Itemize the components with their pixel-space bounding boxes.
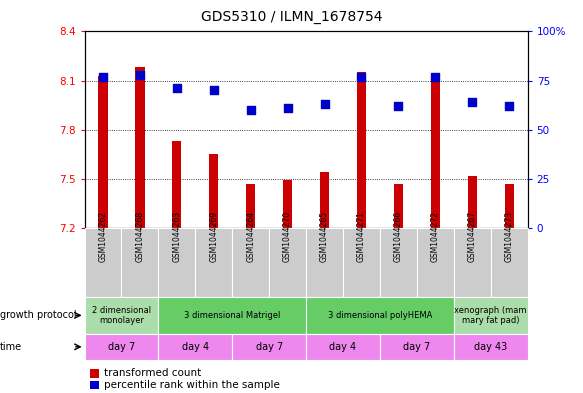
Point: [209, 87, 219, 94]
Point: [99, 73, 108, 80]
Text: GSM1044271: GSM1044271: [357, 211, 366, 263]
Bar: [504, 184, 514, 228]
Text: day 7: day 7: [255, 342, 283, 352]
Bar: [468, 176, 477, 228]
Text: GDS5310 / ILMN_1678754: GDS5310 / ILMN_1678754: [201, 10, 382, 24]
Bar: [209, 154, 219, 228]
Point: [504, 103, 514, 109]
Text: day 4: day 4: [182, 342, 209, 352]
Bar: [283, 180, 292, 228]
Bar: [246, 184, 255, 228]
Point: [357, 73, 366, 80]
Bar: [431, 79, 440, 228]
Bar: [172, 141, 181, 228]
Point: [431, 73, 440, 80]
Text: GSM1044262: GSM1044262: [99, 211, 107, 263]
Point: [172, 85, 181, 92]
Text: GSM1044269: GSM1044269: [209, 211, 218, 263]
Text: day 43: day 43: [474, 342, 507, 352]
Text: 2 dimensional
monolayer: 2 dimensional monolayer: [92, 306, 151, 325]
Text: GSM1044265: GSM1044265: [320, 211, 329, 263]
Text: GSM1044272: GSM1044272: [431, 211, 440, 263]
Text: day 4: day 4: [329, 342, 357, 352]
Text: GSM1044266: GSM1044266: [394, 211, 403, 263]
Text: GSM1044270: GSM1044270: [283, 211, 292, 263]
Bar: [320, 172, 329, 228]
Point: [283, 105, 292, 111]
Text: GSM1044267: GSM1044267: [468, 211, 477, 263]
Text: percentile rank within the sample: percentile rank within the sample: [104, 380, 280, 390]
Text: transformed count: transformed count: [104, 368, 201, 378]
Text: day 7: day 7: [108, 342, 135, 352]
Bar: [357, 72, 366, 228]
Bar: [99, 75, 108, 228]
Point: [135, 72, 145, 78]
Text: time: time: [0, 342, 22, 352]
Text: GSM1044264: GSM1044264: [246, 211, 255, 263]
Point: [246, 107, 255, 113]
Point: [320, 101, 329, 107]
Text: 3 dimensional Matrigel: 3 dimensional Matrigel: [184, 311, 280, 320]
Text: day 7: day 7: [403, 342, 430, 352]
Bar: [135, 68, 145, 228]
Text: 3 dimensional polyHEMA: 3 dimensional polyHEMA: [328, 311, 432, 320]
Text: GSM1044273: GSM1044273: [505, 211, 514, 263]
Text: growth protocol: growth protocol: [0, 310, 76, 320]
Point: [394, 103, 403, 109]
Text: GSM1044263: GSM1044263: [173, 211, 181, 263]
Text: GSM1044268: GSM1044268: [135, 211, 145, 263]
Bar: [394, 184, 403, 228]
Text: xenograph (mam
mary fat pad): xenograph (mam mary fat pad): [454, 306, 527, 325]
Point: [468, 99, 477, 105]
